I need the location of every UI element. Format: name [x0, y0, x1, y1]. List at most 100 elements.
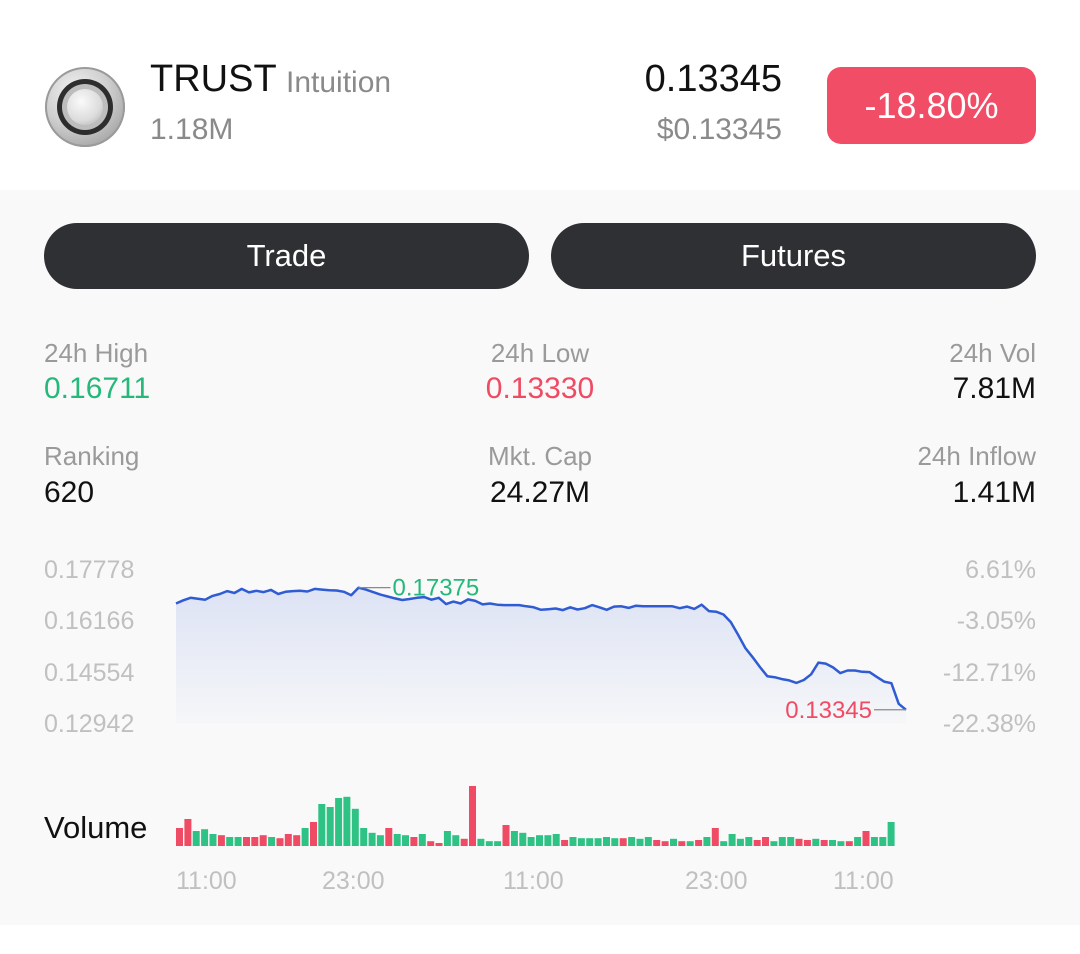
- y-tick-label: 0.16166: [44, 607, 135, 635]
- volume-bar: [176, 828, 183, 846]
- stat-vol-value: 7.81M: [952, 372, 1036, 405]
- coin-detail-panel: [0, 190, 1080, 925]
- volume-bar: [653, 840, 661, 846]
- volume-bar: [845, 841, 853, 846]
- max-price-label: 0.17375: [393, 575, 480, 602]
- trade-button[interactable]: Trade: [44, 223, 529, 289]
- volume-bar: [803, 840, 811, 846]
- price-change-badge[interactable]: -18.80%: [827, 67, 1036, 144]
- volume-bar: [251, 837, 259, 846]
- volume-bar: [310, 822, 317, 846]
- volume-bar: [795, 838, 803, 846]
- y-tick-label: 0.14554: [44, 659, 135, 687]
- stat-inflow-value: 1.41M: [952, 476, 1036, 509]
- x-tick-label: 11:00: [503, 867, 564, 895]
- volume-bar: [577, 838, 585, 846]
- volume-bar: [427, 841, 435, 846]
- volume-bar: [569, 837, 577, 846]
- volume-bar: [360, 828, 368, 846]
- volume-bar: [469, 786, 476, 846]
- x-tick-label: 23:00: [685, 867, 748, 895]
- volume-bar: [293, 835, 301, 846]
- y-tick-label: 0.17778: [44, 556, 135, 584]
- volume-bar: [870, 837, 878, 846]
- volume-bar: [485, 841, 493, 846]
- x-tick-label: 11:00: [833, 867, 894, 895]
- volume-bar: [762, 837, 769, 846]
- volume-bar: [644, 837, 652, 846]
- volume-bar: [753, 840, 761, 846]
- volume-bar: [686, 841, 694, 846]
- y-right-tick-label: -12.71%: [942, 659, 1036, 687]
- stat-mcap-label: Mkt. Cap: [487, 441, 593, 471]
- coin-price-usd: $0.13345: [656, 113, 782, 146]
- volume-bar: [318, 804, 326, 846]
- volume-bar: [527, 837, 535, 846]
- volume-bar: [720, 841, 728, 846]
- volume-bar: [343, 796, 351, 846]
- volume-bar: [460, 838, 468, 846]
- volume-chart[interactable]: [0, 780, 1080, 850]
- volume-bar: [745, 837, 753, 846]
- volume-bar: [402, 835, 409, 846]
- volume-bar: [351, 808, 359, 846]
- stat-low-value: 0.13330: [485, 372, 595, 405]
- stat-ranking-value: 620: [44, 476, 95, 509]
- stat-ranking-label: Ranking: [44, 441, 140, 471]
- volume-bar: [268, 837, 276, 846]
- x-tick-label: 11:00: [176, 867, 237, 895]
- volume-bar: [494, 841, 502, 846]
- coin-header: TRUST Intuition 1.18M 0.13345 $0.13345 -…: [0, 0, 1080, 190]
- stat-high-label: 24h High: [44, 338, 149, 368]
- volume-bar: [552, 834, 560, 846]
- volume-bar: [393, 834, 401, 846]
- volume-bar: [536, 835, 543, 846]
- volume-bar: [695, 840, 703, 846]
- volume-bar: [787, 837, 795, 846]
- volume-bar: [879, 837, 887, 846]
- volume-bar: [603, 837, 610, 846]
- volume-bar: [301, 828, 309, 846]
- coin-market-cap: 1.18M: [150, 113, 234, 146]
- volume-bar: [854, 837, 862, 846]
- volume-bar: [376, 835, 384, 846]
- volume-bar: [435, 843, 443, 846]
- volume-bar: [670, 838, 677, 846]
- volume-bar: [502, 825, 510, 846]
- volume-bar: [243, 837, 250, 846]
- volume-bar: [510, 831, 518, 846]
- price-chart[interactable]: 0.17375 0.13345: [0, 540, 1080, 740]
- volume-bar: [829, 840, 836, 846]
- volume-bar: [636, 838, 644, 846]
- futures-button[interactable]: Futures: [551, 223, 1036, 289]
- volume-bar: [368, 832, 376, 846]
- y-tick-label: 0.12942: [44, 710, 135, 738]
- volume-bar: [544, 835, 552, 846]
- coin-price: 0.13345: [644, 58, 782, 100]
- price-line: [175, 586, 907, 711]
- volume-label: Volume: [44, 810, 148, 845]
- volume-bar: [259, 835, 267, 846]
- x-tick-label: 23:00: [322, 867, 385, 895]
- volume-bar: [561, 840, 569, 846]
- volume-bar: [443, 831, 451, 846]
- volume-bar: [586, 838, 594, 846]
- stat-low-label: 24h Low: [490, 338, 590, 368]
- stat-vol-label: 24h Vol: [949, 338, 1036, 368]
- y-right-tick-label: -22.38%: [942, 710, 1036, 738]
- coin-logo-icon: [45, 67, 125, 147]
- volume-bar: [678, 841, 686, 846]
- volume-bar: [862, 831, 870, 846]
- volume-bar: [519, 832, 527, 846]
- price-area: [176, 587, 906, 723]
- volume-bar: [837, 841, 845, 846]
- volume-bar: [217, 835, 225, 846]
- stat-high-value: 0.16711: [44, 372, 151, 405]
- volume-bar: [284, 834, 292, 846]
- volume-bar: [711, 828, 719, 846]
- volume-bar: [820, 840, 828, 846]
- volume-bar: [728, 834, 736, 846]
- volume-bar: [619, 838, 627, 846]
- volume-bar: [477, 838, 485, 846]
- volume-bar: [335, 798, 343, 846]
